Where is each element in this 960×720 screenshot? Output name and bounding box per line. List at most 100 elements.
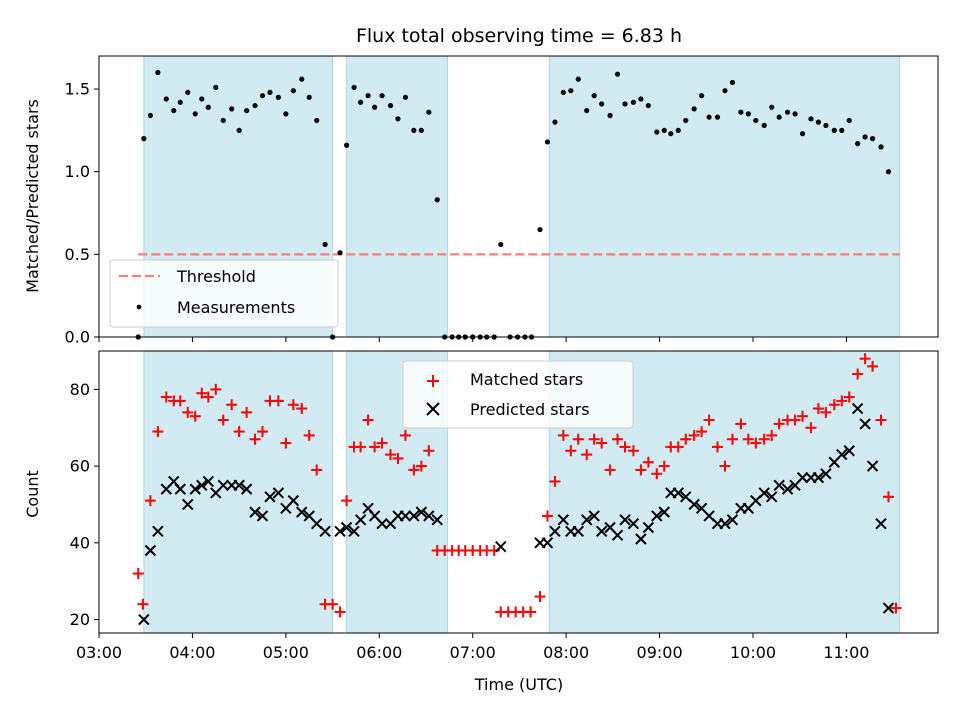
- measurement-point: [699, 93, 705, 99]
- predicted-star-point: [376, 517, 388, 530]
- measurement-point: [358, 99, 364, 105]
- predicted-star-point: [557, 514, 570, 526]
- bottom-legend: Matched stars Predicted stars: [402, 360, 634, 429]
- y-tick-label: 60: [70, 457, 90, 476]
- observing-window-span: [548, 55, 901, 338]
- measurement-point: [568, 88, 574, 94]
- measurement-point: [163, 96, 169, 102]
- measurement-point: [560, 89, 566, 95]
- matched-star-point: [362, 414, 374, 426]
- measurement-point: [645, 102, 651, 109]
- measurement-point: [799, 131, 806, 137]
- measurement-point: [722, 88, 728, 94]
- predicted-star-point: [354, 514, 367, 526]
- measurement-point: [306, 94, 312, 100]
- matched-star-point: [766, 429, 778, 441]
- measurement-point: [683, 117, 689, 124]
- matched-star-point: [226, 399, 238, 411]
- predicted-star-point: [688, 498, 700, 511]
- matched-star-point: [376, 437, 388, 449]
- predicted-star-point: [399, 510, 412, 522]
- matched-star-point: [836, 395, 848, 407]
- predicted-star-point: [773, 479, 785, 491]
- y-tick-label: 0.5: [65, 245, 90, 264]
- measurement-point: [290, 88, 296, 94]
- y-tick-label: 1.5: [65, 80, 90, 99]
- predicted-star-point: [859, 418, 871, 430]
- predicted-star-point: [851, 402, 864, 415]
- top-panel: Flux total observing time = 6.83 h 0.00.…: [23, 25, 939, 347]
- measurement-point: [552, 119, 558, 125]
- matched-stars-series: [132, 353, 902, 618]
- measurement-point: [283, 111, 289, 117]
- measurement-point: [846, 117, 852, 124]
- matched-legend-swatch: [427, 375, 439, 387]
- matched-star-point: [797, 410, 809, 422]
- measurement-point: [614, 71, 621, 77]
- x-tick-label: 10:00: [730, 643, 776, 662]
- bottom-x-ticks: 03:00 04:00 05:00 06:00 07:00 08:00 09:00 10:00…: [76, 633, 869, 662]
- bottom-legend-box: [402, 360, 634, 429]
- matched-star-point: [137, 598, 149, 610]
- predicted-star-point: [635, 533, 647, 545]
- measurement-point: [714, 114, 721, 120]
- measurement-point: [591, 93, 597, 99]
- matched-star-point: [627, 445, 639, 457]
- measurement-point: [267, 89, 273, 95]
- matched-star-point: [750, 437, 762, 449]
- predicted-star-point: [882, 602, 895, 614]
- measurement-point: [229, 106, 235, 112]
- predicted-star-point: [726, 514, 739, 526]
- top-y-axis-label: Matched/Predicted stars: [23, 99, 42, 293]
- chart-title: Flux total observing time = 6.83 h: [356, 25, 682, 47]
- measurements-legend-swatch: [136, 304, 142, 310]
- measurement-point: [753, 117, 759, 124]
- measurement-point: [244, 107, 250, 114]
- matched-star-point: [882, 491, 894, 503]
- predicted-star-point: [240, 483, 253, 495]
- x-axis-label: Time (UTC): [474, 675, 563, 694]
- measurements-series: [135, 69, 892, 340]
- matched-star-point: [392, 452, 404, 464]
- matched-star-point: [196, 387, 208, 399]
- bottom-y-ticks: 20 40 60 80: [70, 380, 99, 629]
- measurement-point: [365, 93, 371, 99]
- matched-star-point: [658, 460, 670, 472]
- matched-star-point: [311, 464, 323, 476]
- matched-star-point: [334, 606, 346, 618]
- measurement-point: [575, 76, 581, 82]
- matched-star-point: [805, 422, 817, 434]
- measurement-point: [761, 122, 767, 129]
- predicted-legend-swatch: [426, 402, 440, 416]
- bottom-y-axis-label: Count: [23, 470, 42, 518]
- x-tick-label: 07:00: [450, 643, 496, 662]
- matched-star-point: [703, 414, 715, 426]
- predicted-star-point: [296, 506, 308, 518]
- measurement-point: [691, 106, 697, 112]
- measurement-point: [379, 93, 385, 99]
- top-y-ticks: 0.0 0.5 1.0 1.5: [65, 80, 99, 347]
- matched-star-point: [399, 429, 411, 441]
- matched-star-point: [280, 437, 292, 449]
- predicted-star-point: [866, 460, 879, 472]
- matched-star-point: [534, 591, 546, 603]
- measurement-point: [630, 99, 637, 105]
- measurement-point: [141, 136, 147, 142]
- y-tick-label: 80: [70, 380, 90, 399]
- predicted-star-point: [189, 483, 201, 495]
- matched-legend-label: Matched stars: [470, 370, 583, 389]
- matched-star-point: [287, 399, 299, 411]
- matched-star-point: [303, 429, 315, 441]
- measurement-point: [322, 241, 328, 248]
- measurement-point: [213, 84, 219, 91]
- predicted-star-point: [758, 487, 770, 499]
- measurements-legend-label: Measurements: [177, 298, 295, 317]
- predicted-star-point: [264, 491, 276, 503]
- predicted-star-point: [138, 613, 150, 626]
- x-tick-label: 11:00: [823, 643, 869, 662]
- measurement-point: [823, 122, 829, 129]
- predicted-star-point: [348, 525, 360, 538]
- y-tick-label: 40: [70, 533, 90, 552]
- measurement-point: [155, 69, 161, 76]
